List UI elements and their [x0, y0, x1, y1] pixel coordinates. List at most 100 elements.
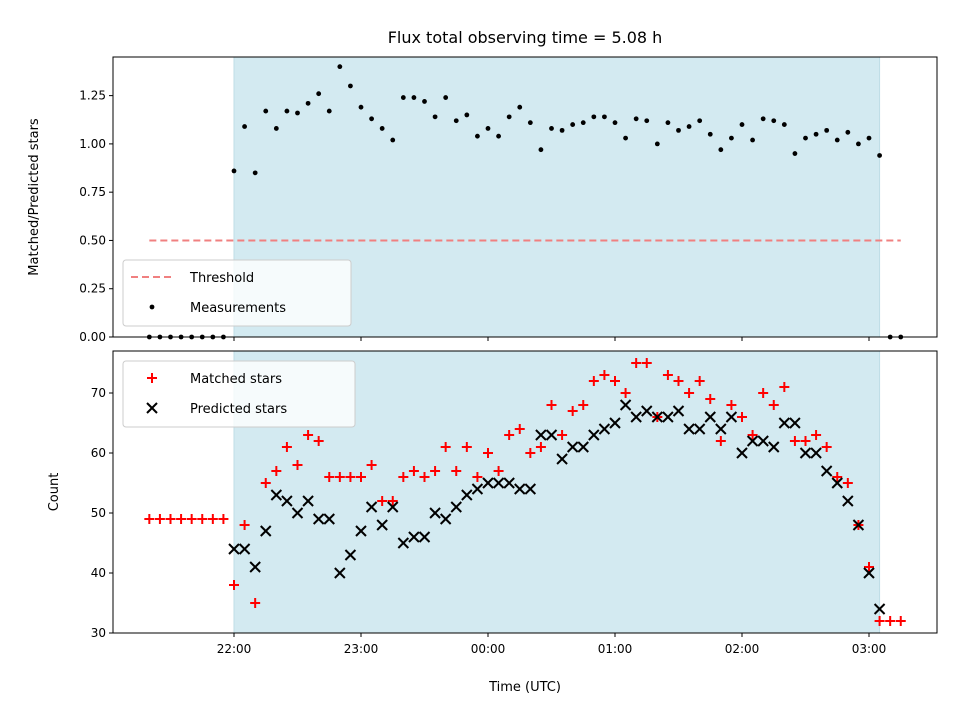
predicted-star-point — [768, 441, 780, 453]
measurement-point — [517, 104, 523, 110]
matched-star-point — [715, 436, 726, 446]
predicted-x-b — [408, 531, 420, 543]
y-tick-label: 1.25 — [79, 89, 106, 103]
matched-star-point — [197, 514, 208, 524]
predicted-x-b — [810, 447, 822, 459]
matched-star-point — [694, 376, 705, 386]
predicted-star-point — [281, 495, 293, 507]
predicted-star-point — [672, 405, 685, 417]
matched-star-point — [895, 616, 906, 626]
matched-star-point — [662, 370, 673, 380]
predicted-x-b — [768, 441, 780, 453]
measurement-point — [665, 120, 671, 126]
measurement-point — [326, 108, 332, 114]
measurement-point — [856, 141, 861, 147]
top-legend: Threshold Measurements — [122, 259, 352, 327]
matched-star-point — [144, 514, 155, 524]
measurement-point — [612, 120, 618, 126]
measurement-point — [623, 135, 628, 141]
matched-star-point — [737, 412, 747, 422]
predicted-x-b — [418, 531, 431, 543]
measurement-point — [506, 114, 512, 120]
predicted-x-b — [820, 465, 833, 477]
predicted-star-point — [641, 405, 653, 417]
chart-title: Flux total observing time = 5.08 h — [388, 28, 663, 47]
predicted-star-point — [334, 567, 346, 579]
matched-star-point — [789, 436, 800, 446]
measurement-point — [591, 114, 597, 120]
measurement-point — [464, 112, 470, 118]
measurement-point — [369, 116, 374, 122]
predicted-x-b — [715, 423, 727, 435]
top-y-axis-label: Matched/Predicted stars — [27, 118, 42, 276]
matched-star-point — [408, 466, 419, 476]
matched-star-point — [250, 598, 261, 608]
measurement-point — [252, 170, 258, 176]
predicted-x-b — [429, 507, 441, 519]
predicted-x-b — [238, 543, 251, 555]
matched-star-point — [535, 442, 546, 452]
predicted-x-b — [725, 411, 738, 423]
predicted-x-b — [757, 435, 769, 447]
bottom-panel: 30 40 50 60 70 22:00 23:00 00:00 01:00 02:00 03:0… — [47, 350, 938, 695]
predicted-x-b — [228, 543, 240, 555]
legend-matched-swatch — [147, 373, 157, 383]
predicted-star-point — [736, 447, 748, 459]
matched-star-point — [800, 436, 811, 446]
measurement-point — [549, 126, 554, 131]
measurement-point — [570, 122, 576, 127]
matched-star-point — [303, 430, 314, 440]
measurement-point — [305, 100, 311, 106]
predicted-star-point — [799, 447, 812, 459]
predicted-x-b — [619, 399, 632, 411]
measurement-point — [676, 127, 681, 133]
predicted-star-point — [344, 549, 357, 561]
measurement-point — [453, 118, 459, 124]
measurement-point — [834, 137, 840, 143]
x-tick-label: 23:00 — [344, 642, 379, 656]
predicted-stars-points — [228, 399, 886, 615]
matched-star-point — [324, 472, 335, 482]
predicted-x-b — [842, 495, 854, 507]
matched-star-point — [842, 478, 853, 488]
bottom-x-ticks: 22:00 23:00 00:00 01:00 02:00 03:00 — [217, 633, 887, 656]
predicted-x-b — [323, 513, 335, 525]
predicted-x-b — [778, 417, 791, 429]
matched-star-point — [313, 436, 324, 446]
predicted-star-point — [387, 501, 399, 513]
measurement-point — [633, 116, 639, 122]
matched-star-point — [705, 394, 716, 404]
predicted-x-b — [249, 561, 261, 573]
predicted-x-b — [312, 513, 325, 525]
matched-star-point — [398, 472, 409, 482]
predicted-x-b — [492, 477, 505, 489]
matched-star-point — [684, 388, 695, 398]
measurement-point — [284, 108, 290, 114]
predicted-star-point — [598, 423, 611, 435]
predicted-star-point — [609, 417, 621, 429]
measurement-point — [697, 118, 703, 124]
predicted-x-b — [683, 423, 695, 435]
matched-star-point — [885, 616, 896, 626]
matched-star-point — [356, 472, 366, 482]
matched-star-point — [557, 430, 568, 440]
legend-measurements-swatch — [149, 304, 155, 310]
predicted-star-point — [810, 447, 822, 459]
measurement-point — [729, 135, 734, 141]
x-tick-label: 03:00 — [852, 642, 887, 656]
predicted-x-b — [482, 477, 494, 489]
matched-star-point — [493, 466, 504, 476]
x-tick-label: 02:00 — [725, 642, 760, 656]
measurement-point — [432, 114, 438, 120]
matched-star-point — [472, 472, 483, 482]
predicted-x-b — [397, 537, 410, 549]
measurement-point — [602, 114, 607, 120]
predicted-x-b — [566, 441, 579, 453]
predicted-x-b — [609, 417, 621, 429]
matched-stars-points — [144, 358, 906, 626]
predicted-x-b — [672, 405, 685, 417]
predicted-x-b — [387, 501, 399, 513]
predicted-x-b — [302, 495, 314, 507]
measurement-point — [422, 99, 427, 104]
predicted-x-b — [439, 513, 452, 525]
